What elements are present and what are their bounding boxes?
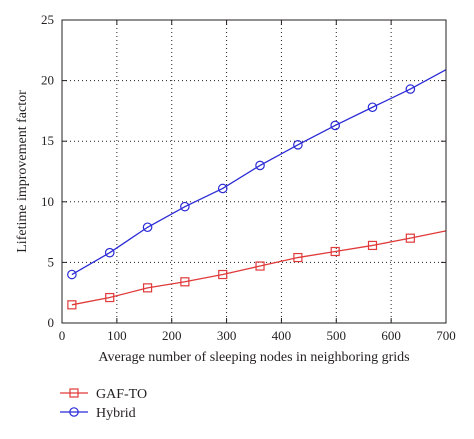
legend-label: GAF-TO <box>96 387 147 402</box>
legend: GAF-TO Hybrid <box>60 387 147 421</box>
data-point <box>142 283 153 293</box>
data-point <box>405 84 416 94</box>
data-point <box>217 183 228 194</box>
legend-square-marker <box>69 388 79 398</box>
x-tick-label: 700 <box>436 328 456 343</box>
y-tick-label: 15 <box>41 133 54 148</box>
data-point <box>180 201 190 212</box>
data-point <box>367 102 378 113</box>
series-gaf-to <box>67 230 447 310</box>
data-point <box>255 261 265 271</box>
data-point <box>255 160 265 171</box>
legend-item: Hybrid <box>60 406 136 421</box>
data-point <box>330 120 340 131</box>
data-point <box>405 233 415 243</box>
x-tick-label: 0 <box>59 328 66 343</box>
data-point <box>104 247 115 258</box>
series-layer <box>67 69 447 310</box>
legend-label: Hybrid <box>96 406 136 421</box>
data-point <box>330 246 340 257</box>
x-axis-label: Average number of sleeping nodes in neig… <box>98 350 409 365</box>
x-tick-label: 500 <box>327 328 347 343</box>
axis-ticks: 0 100 200 300 400 500 600 700 0 5 10 15 20 25 <box>41 12 456 343</box>
grid-lines <box>62 20 446 323</box>
plot-frame <box>61 19 447 324</box>
data-point <box>105 292 115 303</box>
x-tick-label: 600 <box>381 328 401 343</box>
data-point <box>142 222 153 233</box>
data-point <box>293 140 303 150</box>
series-hybrid <box>67 69 447 280</box>
y-tick-label: 25 <box>41 12 54 27</box>
legend-circle-marker <box>69 407 79 417</box>
x-tick-label: 100 <box>107 328 127 343</box>
legend-item: GAF-TO <box>60 387 147 402</box>
data-point <box>67 300 77 310</box>
data-point <box>67 269 77 280</box>
data-point <box>293 252 303 263</box>
series-line <box>71 230 447 306</box>
y-axis-label: Lifetime improvement factor <box>15 90 30 253</box>
x-tick-label: 300 <box>217 328 237 343</box>
y-tick-label: 0 <box>48 315 55 330</box>
data-point <box>367 240 378 251</box>
y-tick-label: 5 <box>48 254 55 269</box>
x-tick-label: 400 <box>272 328 292 343</box>
series-line <box>71 69 447 276</box>
data-point <box>218 269 228 280</box>
data-point <box>180 277 190 287</box>
x-tick-label: 200 <box>162 328 182 343</box>
y-tick-label: 20 <box>41 73 54 88</box>
y-tick-label: 10 <box>41 194 54 209</box>
